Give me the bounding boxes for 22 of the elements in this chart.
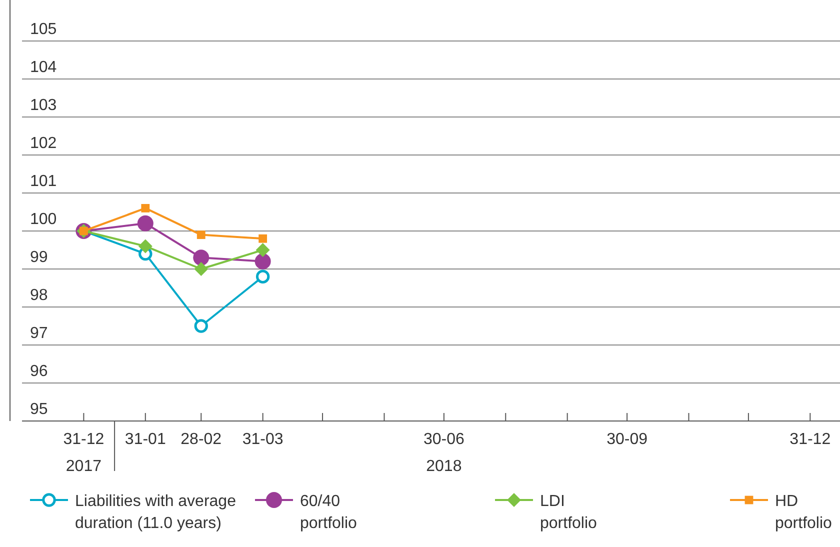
y-tick-label: 95 — [30, 401, 48, 418]
x-tick-label: 31-12 2017 — [63, 431, 104, 475]
y-tick-label: 105 — [30, 21, 57, 38]
x-tick-label: 31-12 — [790, 431, 831, 448]
y-tick-label: 97 — [30, 325, 48, 342]
x-tick-label: 30-06 2018 — [423, 431, 464, 475]
y-tick-label: 104 — [30, 59, 57, 76]
y-tick-label: 102 — [30, 135, 57, 152]
legend-label: Liabilities with average duration (11.0 years) — [75, 493, 236, 532]
y-tick-label: 103 — [30, 97, 57, 114]
legend-label: 60/40 portfolio — [300, 493, 358, 532]
x-tick-label: 31-01 — [124, 431, 166, 448]
y-tick-label: 96 — [30, 363, 48, 380]
y-tick-label: 100 — [30, 211, 57, 228]
x-tick-label: 31-03 — [242, 431, 284, 448]
legend-label: HD portfolio — [775, 493, 832, 532]
x-tick-label: 30-09 — [606, 431, 648, 448]
x-tick-label: 28-02 — [180, 431, 222, 448]
y-tick-label: 101 — [30, 173, 57, 190]
y-tick-label: 98 — [30, 287, 48, 304]
legend-label: LDI portfolio — [540, 493, 598, 532]
y-tick-label: 99 — [30, 249, 48, 266]
